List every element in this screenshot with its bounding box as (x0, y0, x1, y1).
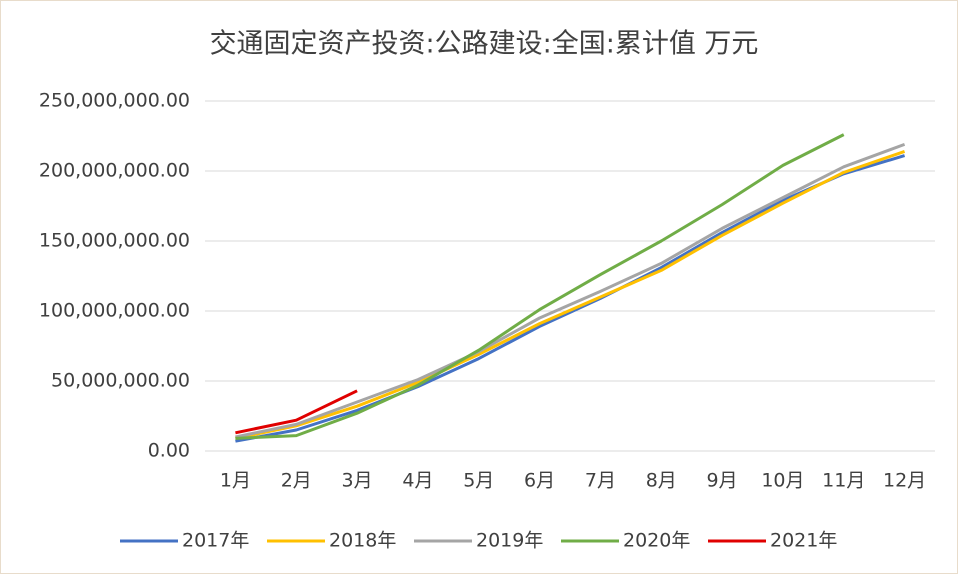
x-tick-label: 10月 (761, 470, 804, 492)
x-tick-label: 1月 (220, 470, 251, 492)
x-tick-label: 8月 (646, 470, 677, 492)
x-tick-label: 7月 (585, 470, 616, 492)
y-tick-label: 200,000,000.00 (39, 160, 190, 182)
y-tick-label: 0.00 (148, 440, 190, 462)
legend-label: 2019年 (476, 530, 543, 552)
x-tick-label: 3月 (342, 470, 373, 492)
x-tick-label: 6月 (524, 470, 555, 492)
series-line (235, 154, 906, 443)
x-tick-label: 9月 (707, 470, 738, 492)
x-tick-label: 2月 (281, 470, 312, 492)
x-tick-label: 11月 (822, 470, 865, 492)
y-tick-label: 250,000,000.00 (39, 90, 190, 112)
y-tick-label: 100,000,000.00 (39, 300, 190, 322)
y-tick-label: 50,000,000.00 (51, 370, 190, 392)
series-line (235, 149, 906, 440)
y-tick-label: 150,000,000.00 (39, 230, 190, 252)
legend-label: 2020年 (623, 530, 690, 552)
series-line (235, 389, 358, 435)
chart-title: 交通固定资产投资:公路建设:全国:累计值 万元 (210, 29, 759, 60)
legend-label: 2021年 (770, 530, 837, 552)
x-tick-label: 12月 (883, 470, 926, 492)
series-line (235, 142, 906, 439)
series-line (235, 133, 845, 440)
x-tick-label: 4月 (402, 470, 433, 492)
x-tick-label: 5月 (463, 470, 494, 492)
legend-label: 2017年 (182, 530, 249, 552)
legend-label: 2018年 (329, 530, 396, 552)
